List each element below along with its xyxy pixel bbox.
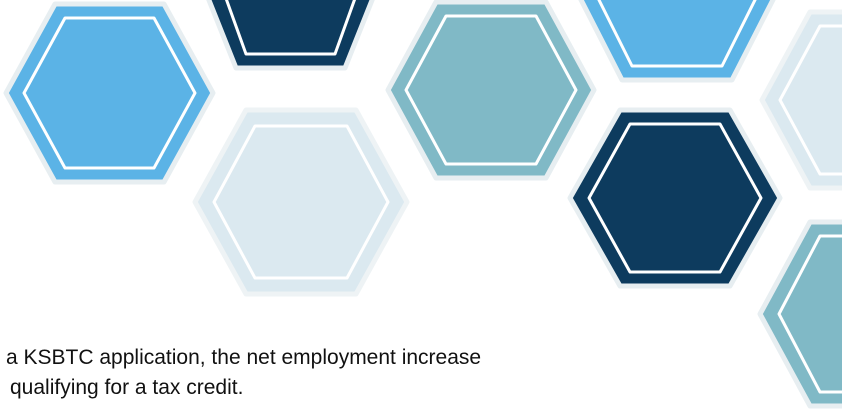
body-text-line-1: a KSBTC application, the net employment … [6, 346, 482, 369]
hexagon-light-blue-top-right [578, 0, 776, 83]
hexagon-navy-right [567, 107, 783, 289]
hexagon-light-blue-left [3, 1, 216, 185]
hexagon-navy-top [206, 0, 375, 71]
hexagon-teal-middle [385, 0, 597, 181]
hexagon-pale-blue-center [192, 107, 410, 297]
body-text-line-2: qualifying for a tax credit. [10, 376, 244, 399]
hexagon-pale-blue-far-right [759, 9, 842, 191]
hexagon-teal-bottom-right [757, 219, 842, 409]
